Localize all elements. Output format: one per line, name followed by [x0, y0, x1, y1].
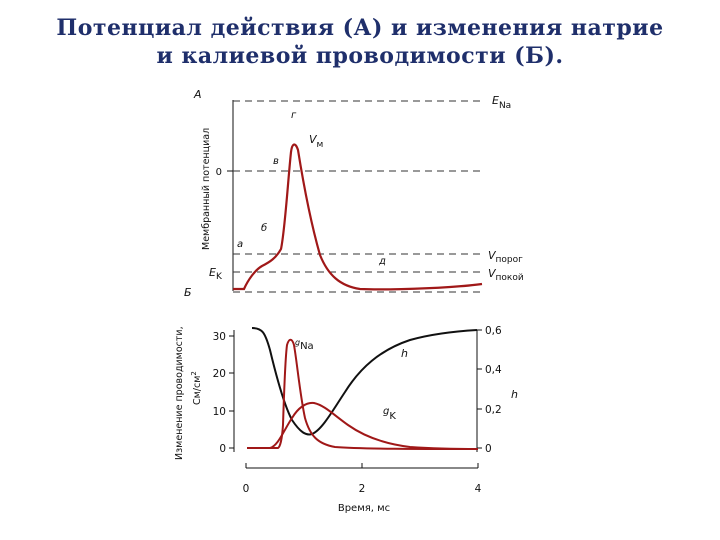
left-tick-label-20: 20	[213, 368, 226, 380]
right-tick-label-0: 0	[485, 443, 492, 455]
panel-a: А 0 Мембранный потенциал ENa Vпорог Vпок…	[193, 88, 524, 293]
phase-d-label: д	[378, 256, 386, 267]
right-tick-label-04: 0,4	[485, 364, 502, 376]
h-curve	[251, 327, 478, 436]
time-tick-label-0: 0	[243, 483, 250, 495]
left-tick-label-30: 30	[213, 331, 226, 343]
ek-label: EK	[209, 266, 223, 282]
gna-curve	[247, 338, 479, 450]
right-tick-label-02: 0,2	[485, 404, 502, 416]
slide-title: Потенциал действия (А) и изменения натри…	[0, 14, 720, 70]
panel-b-y-label-1: Изменение проводимости,	[174, 326, 185, 460]
panel-b: Б Изменение проводимости, См/см2 30 20 1…	[174, 286, 518, 514]
left-tick-label-0: 0	[219, 443, 226, 455]
right-axis-label: h	[511, 388, 518, 401]
vm-label: Vм	[309, 133, 323, 150]
gk-label: gK	[383, 406, 396, 422]
panel-a-zero-label: 0	[216, 167, 222, 178]
title-line-2: и калиевой проводимости (Б).	[156, 43, 564, 69]
title-line-1: Потенциал действия (А) и изменения натри…	[56, 15, 664, 41]
phase-a-label: а	[237, 239, 243, 250]
h-curve-label: h	[401, 347, 408, 360]
gna-label: gNa	[295, 338, 314, 352]
phase-b-label: б	[261, 222, 267, 234]
gk-curve	[247, 401, 479, 450]
panel-b-label: Б	[184, 286, 192, 299]
vrest-label: Vпокой	[488, 267, 524, 283]
time-tick-label-4: 4	[475, 483, 482, 495]
panel-a-y-label: Мембранный потенциал	[201, 128, 212, 250]
panel-a-label: А	[193, 88, 202, 101]
membrane-potential-curve	[233, 143, 483, 291]
time-axis-label: Время, мс	[338, 503, 390, 514]
ena-label: ENa	[492, 94, 511, 111]
vthr-label: Vпорог	[488, 249, 523, 265]
panel-b-y-label-2: См/см2	[190, 371, 203, 405]
time-tick-label-2: 2	[359, 483, 366, 495]
phase-v-label: в	[273, 156, 279, 167]
right-tick-label-06: 0,6	[485, 325, 502, 337]
phase-g-label: г	[291, 110, 297, 121]
left-tick-label-10: 10	[213, 406, 226, 418]
